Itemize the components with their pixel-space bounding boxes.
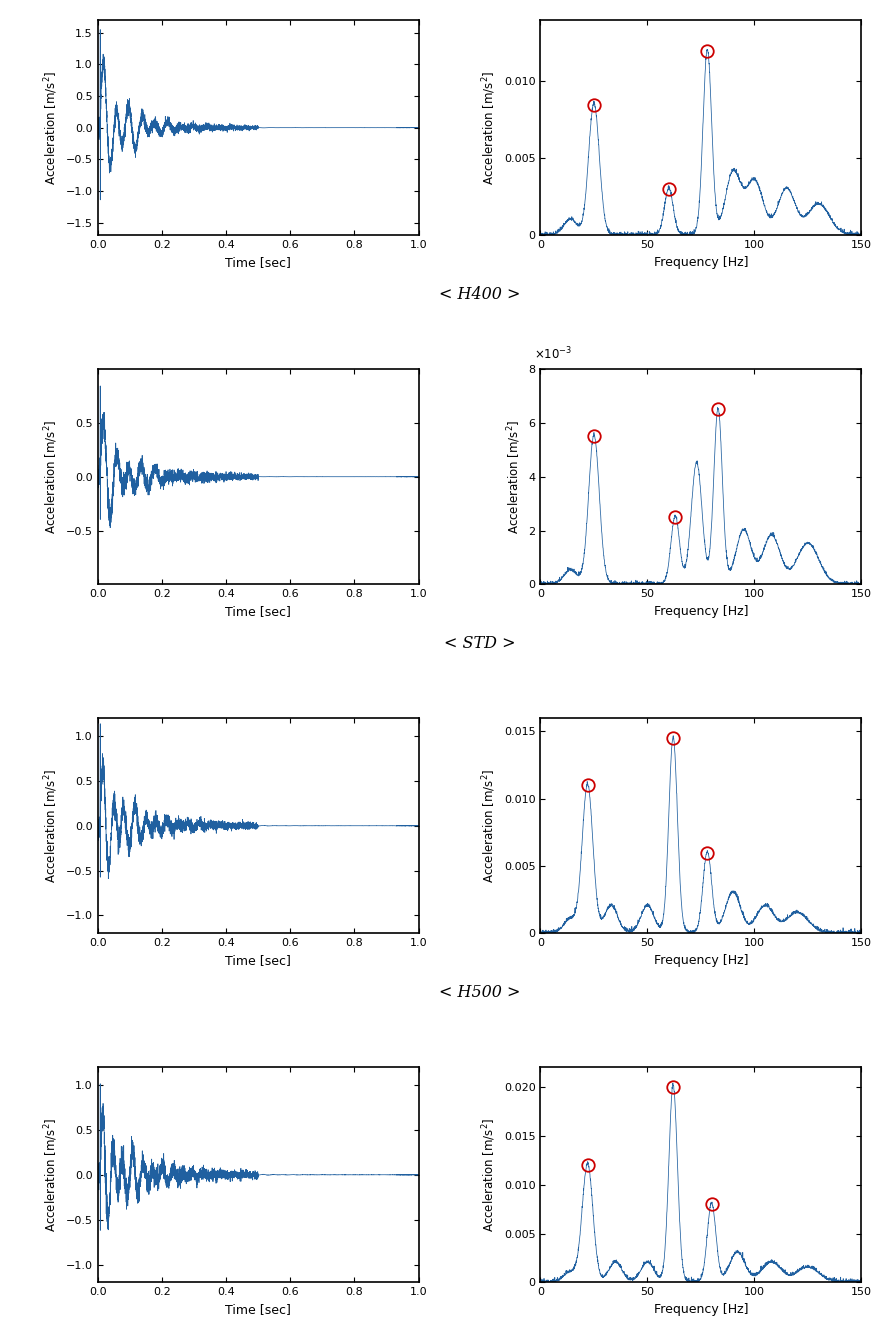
Y-axis label: Acceleration [m/s$^2$]: Acceleration [m/s$^2$] — [43, 1118, 60, 1232]
X-axis label: Frequency [Hz]: Frequency [Hz] — [654, 954, 749, 968]
Text: < STD >: < STD > — [444, 635, 515, 653]
Y-axis label: Acceleration [m/s$^2$]: Acceleration [m/s$^2$] — [43, 70, 60, 185]
Y-axis label: Acceleration [m/s$^2$]: Acceleration [m/s$^2$] — [505, 420, 523, 534]
Y-axis label: Acceleration [m/s$^2$]: Acceleration [m/s$^2$] — [480, 70, 498, 185]
X-axis label: Time [sec]: Time [sec] — [226, 954, 291, 968]
X-axis label: Time [sec]: Time [sec] — [226, 605, 291, 618]
Y-axis label: Acceleration [m/s$^2$]: Acceleration [m/s$^2$] — [43, 420, 60, 534]
X-axis label: Frequency [Hz]: Frequency [Hz] — [654, 255, 749, 268]
X-axis label: Frequency [Hz]: Frequency [Hz] — [654, 605, 749, 618]
Text: $\times10^{-3}$: $\times10^{-3}$ — [534, 346, 573, 363]
Y-axis label: Acceleration [m/s$^2$]: Acceleration [m/s$^2$] — [480, 1118, 498, 1232]
X-axis label: Time [sec]: Time [sec] — [226, 1302, 291, 1316]
X-axis label: Frequency [Hz]: Frequency [Hz] — [654, 1302, 749, 1316]
X-axis label: Time [sec]: Time [sec] — [226, 255, 291, 268]
Text: < H400 >: < H400 > — [439, 286, 520, 303]
Text: < H500 >: < H500 > — [439, 983, 520, 1001]
Y-axis label: Acceleration [m/s$^2$]: Acceleration [m/s$^2$] — [480, 768, 498, 882]
Y-axis label: Acceleration [m/s$^2$]: Acceleration [m/s$^2$] — [43, 768, 60, 882]
